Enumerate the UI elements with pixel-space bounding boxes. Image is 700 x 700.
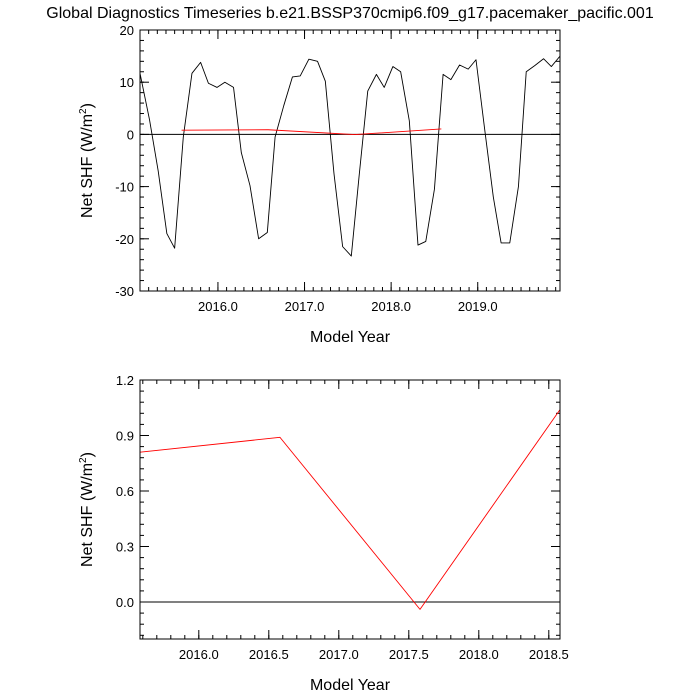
x-tick-label: 2019.0 xyxy=(458,299,498,314)
plot-frame xyxy=(139,29,561,292)
y-axis-title: Net SHF (W/m2) xyxy=(78,452,96,567)
x-tick-label: 2018.0 xyxy=(371,299,411,314)
plot-frame xyxy=(139,379,561,640)
x-axis-title: Model Year xyxy=(310,677,391,694)
annual-timeseries-panel: 2016.0 2016.5 2017.0 2017.5 2018.0 2018.5 0.0 0… xyxy=(78,373,569,694)
y-tick-label: 1.2 xyxy=(116,373,134,388)
y-axis-title: Net SHF (W/m2) xyxy=(78,103,96,218)
y-tick-label: 20 xyxy=(120,23,134,38)
x-tick-label: 2016.0 xyxy=(179,647,219,662)
x-tick-label: 2016.5 xyxy=(249,647,289,662)
y-tick-label: 10 xyxy=(120,75,134,90)
annual-series-line xyxy=(139,409,561,610)
x-tick-label: 2017.0 xyxy=(285,299,325,314)
x-tick-label: 2017.0 xyxy=(319,647,359,662)
x-axis-title: Model Year xyxy=(310,329,391,346)
monthly-timeseries-panel: 2016.0 2017.0 2018.0 2019.0 -30 -20 -10 0 10 20 Mo… xyxy=(78,23,561,346)
x-tick-label: 2018.5 xyxy=(529,647,569,662)
monthly-series-line xyxy=(139,55,561,257)
y-tick-label: 0 xyxy=(127,127,134,142)
y-tick-label: 0.0 xyxy=(116,595,134,610)
x-tick-label: 2017.5 xyxy=(389,647,429,662)
annual-series-line xyxy=(181,128,442,136)
y-tick-label: -20 xyxy=(115,232,134,247)
x-tick-label: 2016.0 xyxy=(198,299,238,314)
y-tick-label: -10 xyxy=(115,180,134,195)
chart-title: Global Diagnostics Timeseries b.e21.BSSP… xyxy=(46,5,654,22)
y-tick-label: 0.3 xyxy=(116,540,134,555)
y-tick-label: -30 xyxy=(115,284,134,299)
y-tick-label: 0.9 xyxy=(116,429,134,444)
x-tick-label: 2018.0 xyxy=(459,647,499,662)
y-tick-label: 0.6 xyxy=(116,484,134,499)
